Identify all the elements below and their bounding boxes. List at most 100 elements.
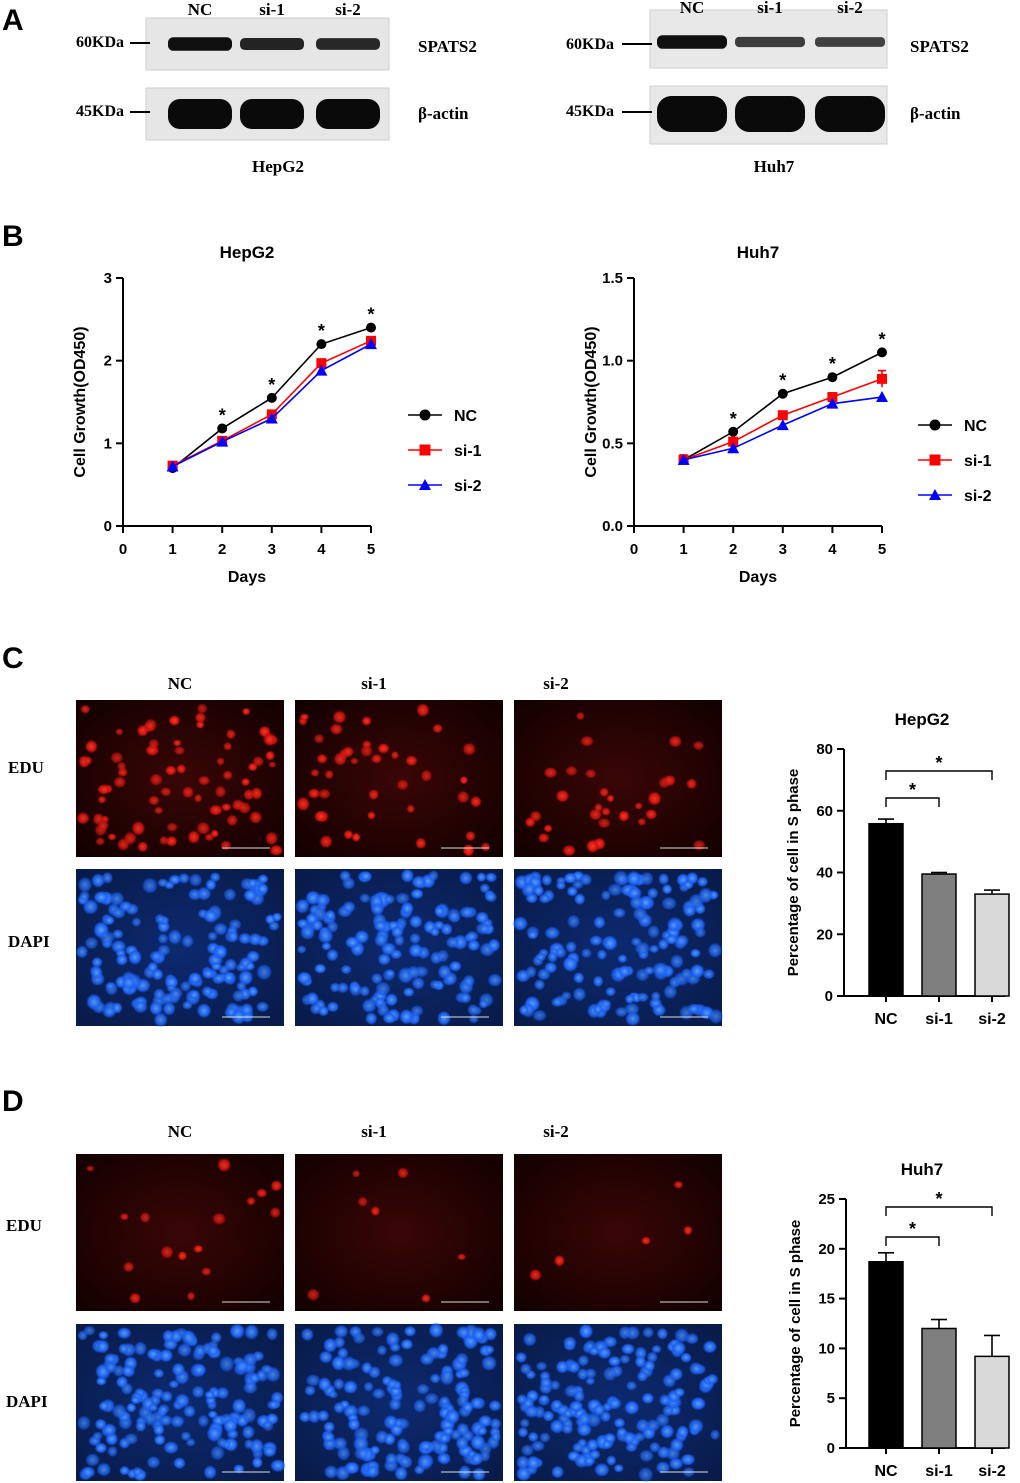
cell-nucleus — [339, 870, 352, 882]
cell-nucleus — [84, 936, 99, 950]
data-point-si-1 — [827, 392, 838, 403]
cell-nucleus — [157, 933, 169, 944]
cell-nucleus — [266, 1327, 279, 1341]
lane-label-si2: si-2 — [335, 0, 361, 19]
cell-nucleus — [160, 787, 172, 797]
cell-nucleus — [153, 1368, 165, 1379]
data-point-si-2 — [216, 435, 229, 447]
data-point-si-2 — [315, 364, 328, 376]
cell-nucleus — [124, 1432, 139, 1445]
cell-nucleus — [400, 901, 414, 916]
cell-nucleus — [159, 835, 169, 846]
cell-nucleus — [76, 811, 90, 825]
cell-nucleus — [562, 844, 576, 857]
x-tick-label: 5 — [878, 541, 886, 558]
cell-nucleus — [103, 915, 115, 926]
micrograph-edu-nc — [76, 1154, 284, 1311]
cell-nucleus — [361, 1361, 373, 1375]
cell-nucleus — [376, 1003, 390, 1017]
cell-nucleus — [406, 804, 415, 814]
cell-nucleus — [171, 1362, 186, 1377]
cell-nucleus — [329, 982, 341, 993]
cell-nucleus — [668, 1457, 684, 1471]
cell-nucleus — [543, 767, 558, 779]
bar-chart-hepg2: HepG2 0 20 40 60 80 Percentage of cell in S ph… — [785, 710, 1010, 1028]
cell-nucleus — [208, 804, 223, 816]
x-tick-label: 0 — [630, 541, 638, 558]
cell-nucleus — [456, 1394, 470, 1408]
cell-nucleus — [572, 1442, 585, 1453]
cell-nucleus — [107, 1445, 118, 1458]
cell-nucleus — [153, 806, 164, 815]
legend-label-si-2: si-2 — [964, 488, 992, 505]
cell-nucleus — [314, 810, 328, 823]
cell-nucleus — [269, 844, 284, 856]
cell-nucleus — [436, 949, 450, 963]
blot-band — [240, 37, 304, 51]
cell-nucleus — [577, 1411, 592, 1426]
cell-nucleus — [144, 718, 158, 733]
cell-nucleus — [555, 789, 570, 803]
x-tick-label: 1 — [679, 541, 687, 558]
cell-nucleus — [673, 1180, 684, 1189]
cell-nucleus — [667, 919, 680, 933]
significance-marker: * — [779, 371, 786, 391]
data-point-si-1 — [316, 358, 327, 369]
y-tick-label: 0 — [825, 988, 833, 1005]
cell-nucleus — [554, 1254, 565, 1267]
cell-nucleus — [266, 1399, 280, 1410]
cell-nucleus — [402, 987, 415, 998]
cell-nucleus — [634, 802, 643, 810]
cell-nucleus — [201, 1267, 212, 1276]
cell-nucleus — [241, 707, 251, 716]
legend-marker-NC — [929, 419, 941, 431]
cell-nucleus — [457, 1253, 466, 1261]
cell-nucleus — [121, 975, 136, 991]
cell-nucleus — [167, 929, 182, 945]
cell-nucleus — [153, 1012, 168, 1028]
cell-nucleus — [222, 770, 233, 781]
cell-nucleus — [415, 837, 427, 850]
cell-nucleus — [399, 1008, 414, 1025]
cell-nucleus — [257, 874, 269, 884]
significance-bracket — [885, 797, 940, 807]
cell-nucleus — [129, 1292, 141, 1304]
cell-nucleus — [166, 822, 178, 832]
cell-nucleus — [484, 1345, 495, 1355]
cell-nucleus — [398, 1455, 413, 1470]
significance-marker: * — [935, 1189, 942, 1209]
cell-nucleus — [612, 870, 629, 887]
cell-nucleus — [633, 1431, 646, 1442]
y-tick-label: 1.0 — [602, 353, 623, 370]
cell-nucleus — [371, 1326, 385, 1338]
cell-nucleus — [706, 1373, 719, 1385]
cell-nucleus — [537, 968, 551, 981]
panel-letter-b: B — [2, 220, 24, 253]
cell-nucleus — [221, 803, 232, 812]
cell-nucleus — [232, 989, 245, 1003]
cell-nucleus — [549, 1419, 565, 1434]
cell-nucleus — [613, 1417, 626, 1429]
cell-nucleus — [455, 1435, 469, 1451]
cell-nucleus — [246, 950, 261, 963]
cell-nucleus — [456, 1422, 470, 1437]
legend-label-NC: NC — [454, 408, 478, 425]
cell-nucleus — [164, 880, 175, 890]
cell-nucleus — [680, 1352, 692, 1363]
cell-nucleus — [568, 1400, 584, 1413]
cell-nucleus — [249, 810, 263, 824]
cell-nucleus — [296, 796, 310, 812]
data-point-si-2 — [677, 453, 690, 465]
cell-nucleus — [432, 723, 443, 734]
cell-nucleus — [636, 1370, 648, 1382]
cell-nucleus — [234, 1358, 250, 1374]
blot-band — [168, 99, 232, 129]
cell-nucleus — [262, 732, 277, 747]
cell-nucleus — [216, 757, 225, 766]
bar-NC — [868, 1260, 904, 1449]
cell-nucleus — [588, 1346, 600, 1356]
cell-nucleus — [223, 887, 237, 902]
cell-nucleus — [535, 1361, 548, 1371]
cell-nucleus — [469, 1396, 484, 1410]
cell-nucleus — [394, 1466, 408, 1481]
